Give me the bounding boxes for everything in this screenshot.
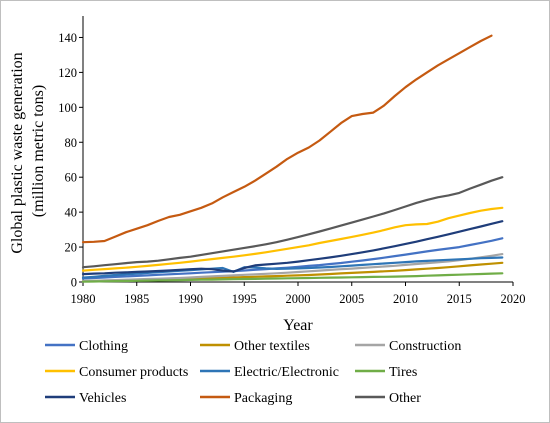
series-line-other	[81, 176, 504, 269]
series-line-vehicles	[81, 220, 504, 276]
series-line-consumer-products	[81, 206, 504, 272]
chart-axes: 0 20 40 60 80 100 120 140 1980 1985 1990 1995 2000 20…	[58, 16, 526, 306]
series-line-tires	[81, 272, 504, 283]
x-tick-label: 1995	[232, 292, 257, 306]
y-tick-label: 0	[71, 276, 77, 290]
series-line-electric-electronic	[81, 256, 504, 279]
x-tick-label: 1990	[178, 292, 203, 306]
y-tick-label: 60	[65, 171, 78, 185]
chart-legend: Clothing Other textiles Construction Consum…	[45, 339, 461, 406]
y-tick-label: 40	[65, 206, 78, 220]
legend-label-tires: Tires	[389, 365, 417, 380]
series-line-clothing	[81, 237, 504, 280]
y-tick-label: 20	[65, 241, 78, 255]
x-tick-label: 2005	[339, 292, 364, 306]
y-axis-title: Global plastic waste generation (million…	[9, 48, 47, 253]
chart-series-lines	[81, 34, 504, 283]
legend-label-packaging: Packaging	[234, 391, 292, 406]
x-tick-label: 2020	[501, 292, 526, 306]
series-line-construction	[81, 253, 504, 283]
x-tick-label: 1980	[71, 292, 96, 306]
y-tick-label: 100	[58, 101, 77, 115]
x-tick-label: 2000	[286, 292, 311, 306]
x-axis-title: Year	[283, 317, 313, 334]
x-tick-label: 2015	[447, 292, 472, 306]
y-axis-title-line-1: Global plastic waste generation	[9, 52, 26, 253]
x-tick-label: 1985	[124, 292, 149, 306]
legend-label-electric-electronic: Electric/Electronic	[234, 365, 339, 380]
legend-label-vehicles: Vehicles	[79, 391, 126, 406]
legend-label-clothing: Clothing	[79, 339, 128, 354]
y-tick-label: 140	[58, 31, 77, 45]
legend-label-construction: Construction	[389, 339, 461, 354]
series-line-packaging	[81, 34, 493, 244]
legend-label-consumer-products: Consumer products	[79, 365, 188, 380]
y-tick-label: 120	[58, 66, 77, 80]
y-tick-label: 80	[65, 136, 78, 150]
x-tick-label: 2010	[393, 292, 418, 306]
y-axis-title-line-2: (million metric tons)	[30, 85, 47, 217]
legend-label-other-textiles: Other textiles	[234, 339, 310, 354]
legend-label-other: Other	[389, 391, 421, 406]
